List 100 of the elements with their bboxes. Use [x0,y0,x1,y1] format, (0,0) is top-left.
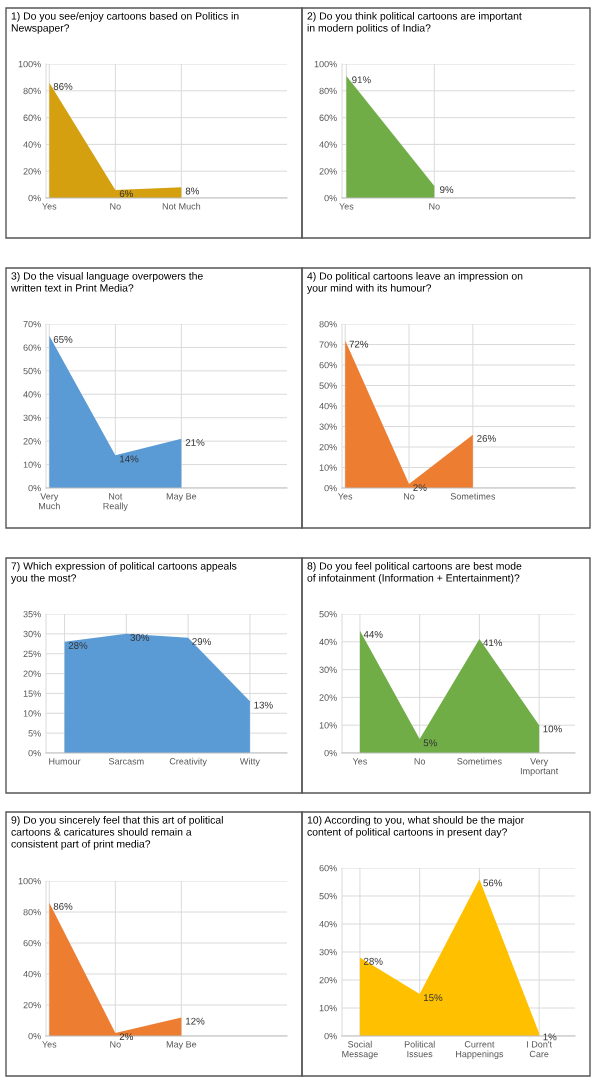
x-tick-label: No [429,203,440,210]
x-tick-label: Political Issues [404,1040,435,1058]
chart-title: 2) Do you think political cartoons are important in modern politics of India? [307,12,522,34]
y-tick-label: 70% [23,320,41,328]
y-tick-label: 60% [319,114,337,121]
y-tick-label: 0% [28,1032,41,1040]
y-tick-label: 30% [23,630,41,638]
chart-title: 1) Do you see/enjoy cartoons based on Politics in Newspaper? [11,12,239,34]
x-tick-label: Not Really [103,493,128,511]
data-label: 9% [440,186,454,194]
y-tick-label: 5% [28,730,41,737]
y-tick-label: 25% [23,650,41,658]
data-label: 21% [185,439,205,446]
y-tick-label: 100% [18,877,41,885]
data-label: 41% [483,639,503,647]
x-tick-label: Yes [42,203,57,210]
data-label: 12% [186,1017,205,1025]
data-label: 8% [185,187,200,195]
y-tick-label: 50% [319,382,337,389]
data-label: 86% [53,83,73,90]
data-label: 26% [477,434,496,442]
x-tick-label: Social Message [342,1040,378,1059]
y-tick-label: 80% [319,87,337,95]
data-label: 1% [543,1033,557,1041]
data-label: 72% [349,340,369,348]
y-tick-label: 10% [319,722,337,729]
y-tick-label: 40% [23,141,41,148]
y-tick-label: 60% [23,114,41,121]
y-tick-label: 0% [28,194,41,202]
y-tick-label: 60% [319,864,337,872]
x-tick-label: Not Much [162,202,201,210]
data-label: 15% [423,994,443,1002]
x-tick-label: I Don't Care [527,1041,552,1058]
x-tick-label: Current Happenings [456,1041,504,1059]
y-tick-label: 30% [23,414,41,422]
y-tick-label: 60% [23,344,41,351]
data-label: 5% [423,739,437,747]
data-label: 28% [68,642,88,649]
y-tick-label: 10% [23,710,41,717]
y-tick-label: 0% [324,484,337,492]
y-tick-label: 10% [319,464,337,471]
y-tick-label: 40% [319,638,337,646]
y-tick-label: 20% [23,670,41,677]
y-tick-label: 60% [319,361,337,369]
data-label: 65% [53,335,73,343]
y-tick-label: 20% [23,168,41,175]
y-tick-label: 0% [28,484,41,492]
y-tick-label: 20% [319,443,337,451]
y-tick-label: 40% [23,970,41,978]
y-tick-label: 0% [324,194,337,202]
y-tick-label: 100% [314,60,337,68]
x-tick-label: Yes [339,203,354,210]
y-tick-label: 40% [319,141,337,148]
data-label: 86% [53,902,73,910]
x-tick-label: May Be [166,493,197,502]
chart-title: 3) Do the visual language overpowers the written text in Print Media? [10,272,203,292]
y-tick-label: 60% [23,939,41,947]
x-tick-label: Witty [239,757,260,767]
data-label: 6% [119,190,133,198]
y-tick-label: 15% [23,690,41,697]
x-tick-label: Very Much [39,493,60,510]
data-label: 56% [483,879,503,887]
x-tick-label: Yes [352,758,367,765]
x-tick-label: Creativity [169,757,207,767]
chart-title: 4) Do political cartoons leave an impression on your mind with its humour? [307,272,523,294]
y-tick-label: 35% [23,610,41,618]
data-label: 14% [120,455,139,463]
y-tick-label: 50% [23,367,41,375]
y-tick-label: 0% [324,749,337,757]
x-tick-label: Very Important [520,758,559,776]
data-label: 28% [364,957,383,965]
y-tick-label: 100% [18,60,41,68]
data-label: 29% [192,638,211,645]
chart-title: 7) Which expression of political cartoons appeals you the most? [11,562,237,584]
y-tick-label: 80% [319,320,337,328]
y-tick-label: 30% [319,666,337,673]
y-tick-label: 10% [23,461,41,468]
x-tick-label: No [110,1041,121,1048]
x-tick-label: Sarcasm [108,758,144,765]
y-tick-label: 80% [23,908,41,916]
y-tick-label: 0% [28,749,41,757]
y-tick-label: 10% [319,1004,337,1012]
y-tick-label: 40% [23,391,41,398]
chart-title: 8) Do you feel political cartoons are best mode of infotainment (Information + Entertainment)? [307,562,522,584]
x-tick-label: Humour [49,758,81,765]
chart-title: 10) According to you, what should be the major content of political cartoons in present day? [307,816,524,838]
chart-title: 9) Do you sincerely feel that this art of political cartoons & caricatures should remain a consistent part of print media? [11,816,223,850]
y-tick-label: 80% [23,87,41,95]
y-tick-label: 30% [319,423,337,430]
x-tick-label: No [414,758,426,765]
y-tick-label: 40% [319,402,337,410]
y-tick-label: 20% [23,438,41,445]
y-tick-label: 20% [319,694,337,701]
y-tick-label: 30% [319,948,337,956]
x-tick-label: Yes [42,1041,57,1048]
x-tick-label: No [404,493,415,500]
data-label: 91% [352,76,371,84]
y-tick-label: 20% [23,1001,41,1009]
x-tick-label: Sometimes [457,757,502,765]
y-tick-label: 20% [319,168,337,175]
